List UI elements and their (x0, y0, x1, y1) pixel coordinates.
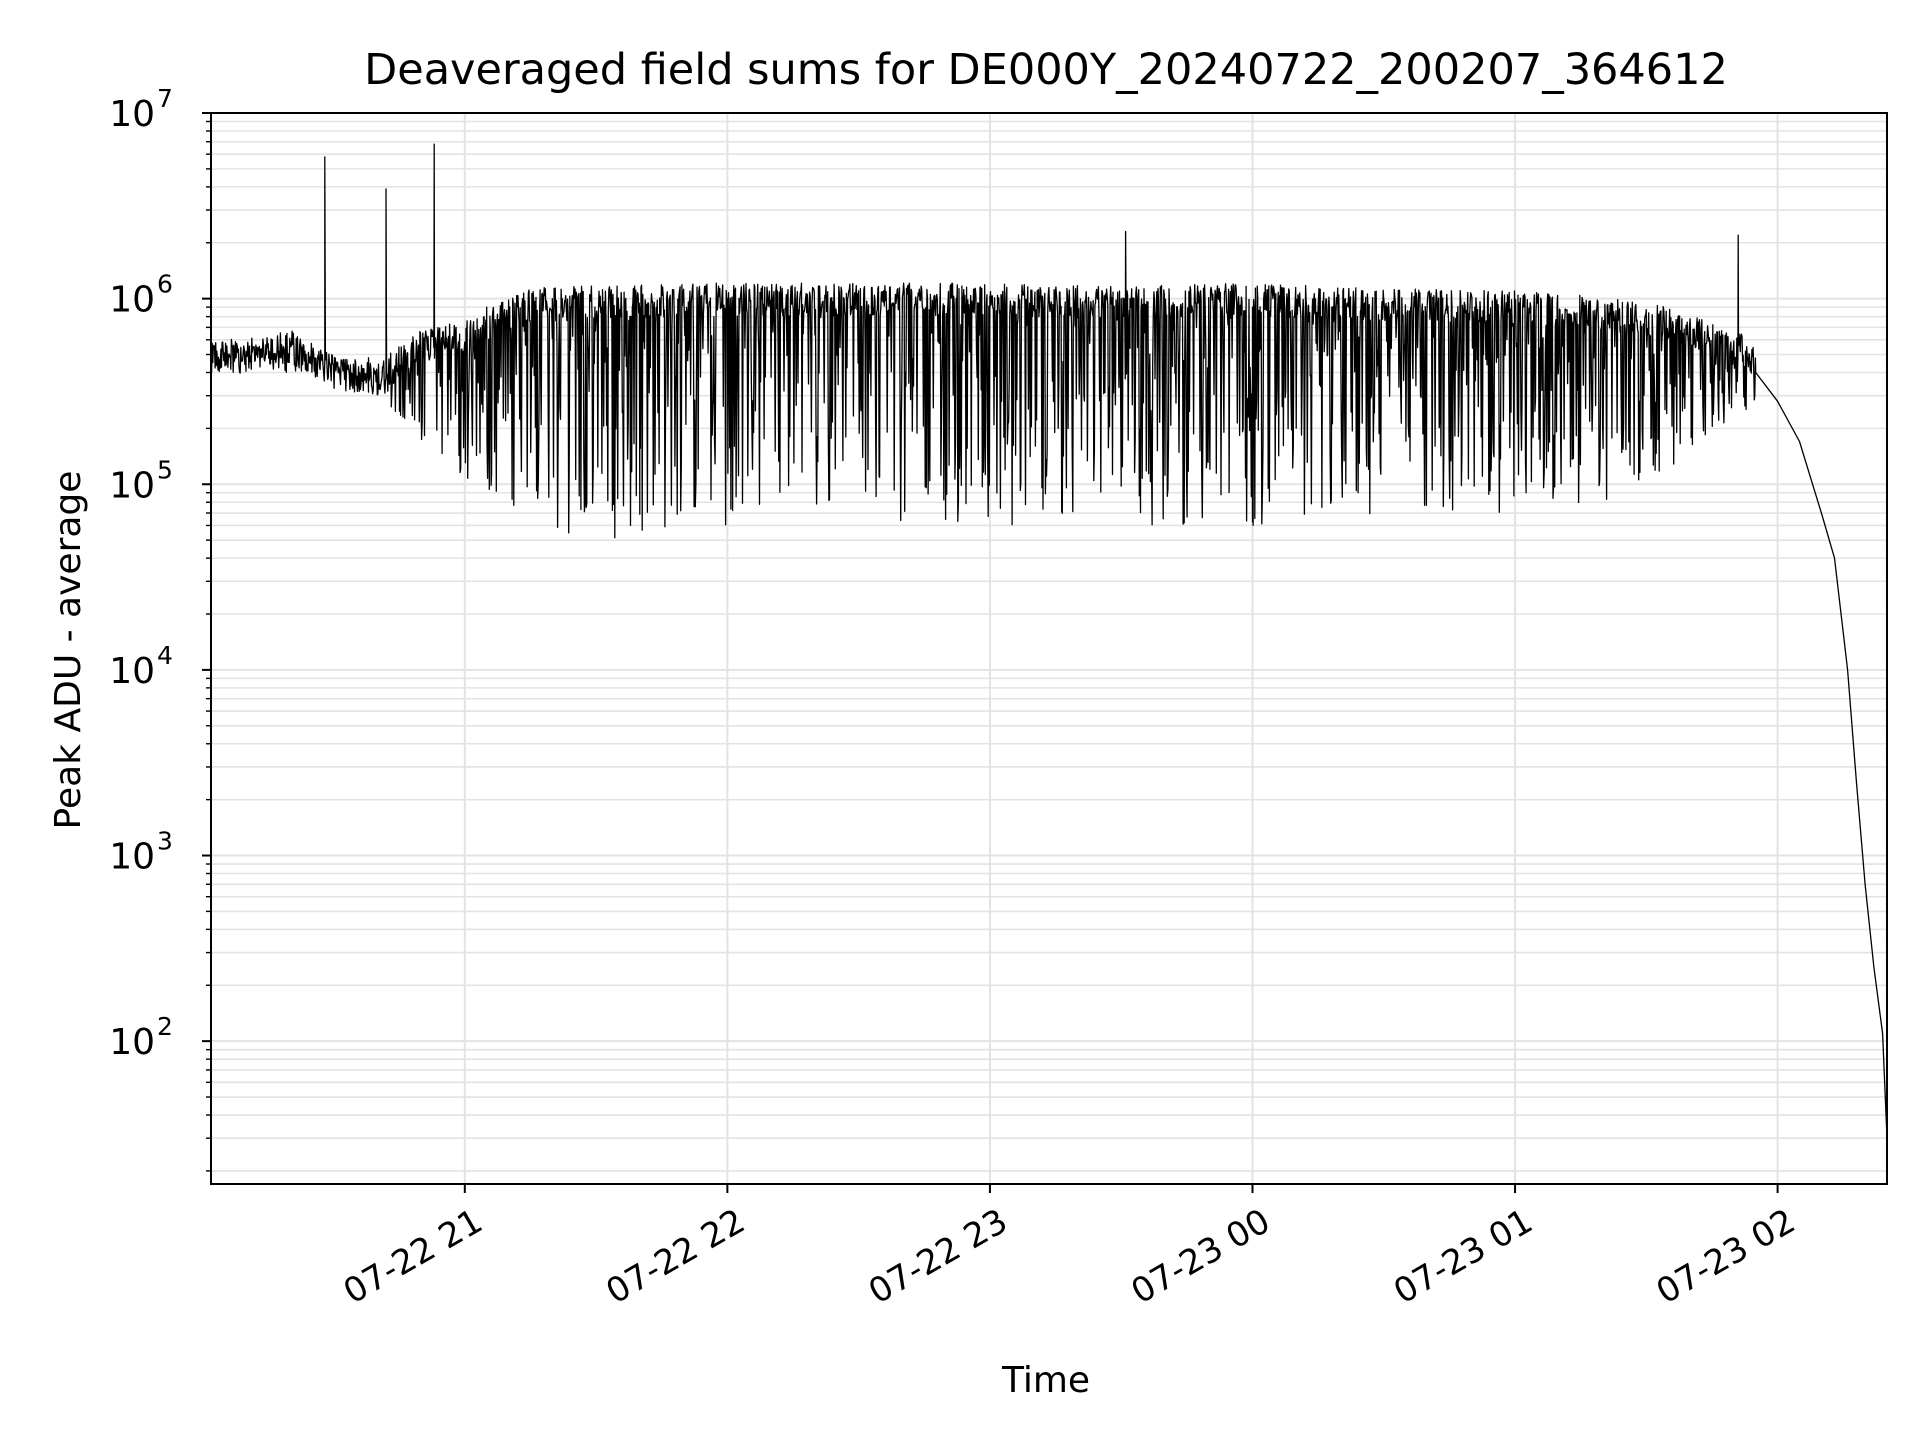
x-axis-label: Time (1001, 1360, 1090, 1401)
y-tick-label: 10 (109, 465, 155, 506)
y-tick-exponent: 2 (157, 1012, 173, 1041)
series-group (210, 143, 1888, 1139)
y-tick-exponent: 5 (157, 455, 173, 484)
plot-frame (210, 112, 1888, 1185)
y-tick-label: 10 (109, 837, 155, 878)
y-tick-label: 10 (109, 1022, 155, 1063)
y-tick-label: 10 (109, 94, 155, 135)
y-axis-label: Peak ADU - average (48, 471, 89, 830)
y-tick-label: 10 (109, 651, 155, 692)
chart-title: Deaveraged field sums for DE000Y_2024072… (364, 45, 1728, 95)
y-tick-label: 10 (109, 280, 155, 321)
y-tick-exponent: 7 (157, 84, 173, 113)
y-tick-exponent: 4 (157, 641, 173, 670)
y-tick-exponent: 6 (157, 270, 173, 299)
series-line (210, 143, 1888, 1139)
y-tick-exponent: 3 (157, 827, 173, 856)
